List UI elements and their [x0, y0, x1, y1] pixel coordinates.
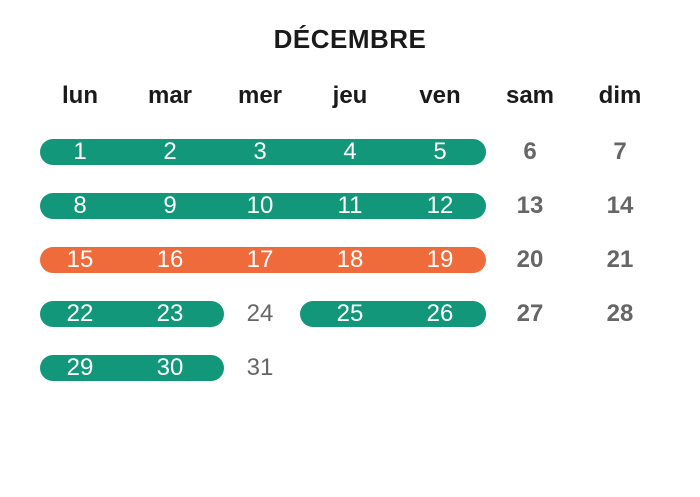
weekday-sam: sam: [505, 82, 555, 109]
calendar-day: 17: [246, 246, 274, 273]
calendar-day: 8: [73, 192, 87, 219]
calendar-day: 30: [156, 354, 184, 381]
calendar-day: 25: [336, 300, 364, 327]
calendar-day: 22: [66, 300, 94, 327]
calendar-day: 23: [156, 300, 184, 327]
calendar-day: 4: [343, 138, 357, 165]
calendar-day: 2: [163, 138, 177, 165]
calendar-day: 15: [66, 246, 94, 273]
calendar-day: 19: [426, 246, 454, 273]
weekday-mar: mar: [147, 82, 193, 109]
highlight-bar-week-2: [40, 193, 486, 219]
highlight-bar-week-4a: [40, 301, 224, 327]
weekday-ven: ven: [419, 82, 461, 109]
weekday-jeu: jeu: [332, 82, 368, 109]
highlight-bar-week-3: [40, 247, 486, 273]
calendar-day: 31: [246, 354, 274, 381]
calendar-day: 26: [426, 300, 454, 327]
calendar-day: 16: [156, 246, 184, 273]
calendar-day: 11: [337, 192, 363, 219]
calendar-day: 6: [523, 138, 537, 165]
calendar-day: 12: [426, 192, 454, 219]
calendar-day: 27: [516, 300, 544, 327]
month-title: DÉCEMBRE: [273, 24, 427, 54]
calendar-day: 20: [516, 246, 544, 273]
calendar-day: 10: [246, 192, 274, 219]
calendar-day: 5: [433, 138, 447, 165]
calendar-day: 9: [163, 192, 177, 219]
calendar-day: 24: [246, 300, 274, 327]
calendar-day: 18: [336, 246, 364, 273]
calendar-day: 14: [606, 192, 634, 219]
calendar-day: 7: [613, 138, 627, 165]
calendar-day: 13: [516, 192, 544, 219]
calendar-day: 21: [606, 246, 634, 273]
highlight-bar-week-4b: [300, 301, 486, 327]
highlight-bar-week-1: [40, 139, 486, 165]
calendar-day: 3: [253, 138, 267, 165]
highlight-bar-week-5: [40, 355, 224, 381]
weekday-lun: lun: [62, 82, 98, 109]
calendar-day: 1: [73, 138, 87, 165]
calendar-day: 29: [66, 354, 94, 381]
weekday-dim: dim: [598, 82, 642, 109]
weekday-mer: mer: [237, 82, 283, 109]
calendar-day: 28: [606, 300, 634, 327]
